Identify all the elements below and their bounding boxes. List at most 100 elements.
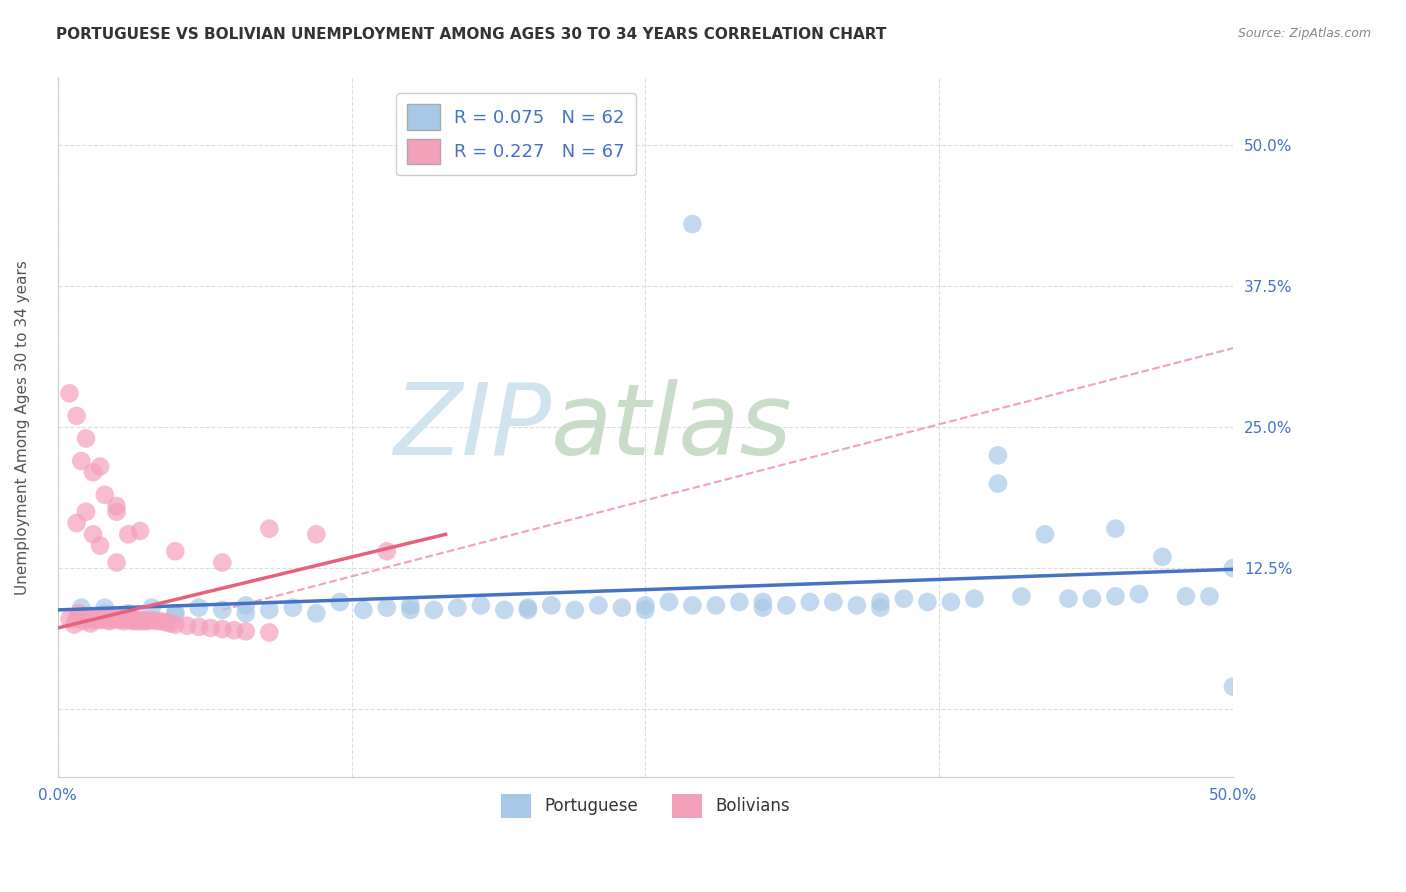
Point [89, 459, 111, 474]
Point [75, 432, 97, 446]
Point [211, 603, 233, 617]
Point [1152, 549, 1174, 564]
Point [105, 612, 128, 626]
Point [1081, 591, 1104, 606]
Y-axis label: Unemployment Among Ages 30 to 34 years: Unemployment Among Ages 30 to 34 years [15, 260, 30, 595]
Text: PORTUGUESE VS BOLIVIAN UNEMPLOYMENT AMONG AGES 30 TO 34 YEARS CORRELATION CHART: PORTUGUESE VS BOLIVIAN UNEMPLOYMENT AMON… [56, 27, 887, 42]
Point [917, 595, 939, 609]
Point [94, 607, 117, 621]
Point [84, 612, 107, 626]
Point [110, 612, 132, 626]
Point [98, 614, 121, 628]
Point [634, 599, 657, 613]
Point [112, 614, 135, 628]
Point [1104, 522, 1126, 536]
Point [96, 613, 118, 627]
Point [65, 612, 87, 626]
Point [134, 613, 156, 627]
Point [79, 616, 101, 631]
Text: atlas: atlas [551, 378, 793, 475]
Point [564, 603, 586, 617]
Point [70, 600, 93, 615]
Point [939, 595, 962, 609]
Point [399, 599, 422, 613]
Point [845, 599, 868, 613]
Point [329, 595, 352, 609]
Point [200, 621, 222, 635]
Point [869, 595, 891, 609]
Point [1128, 587, 1150, 601]
Point [187, 620, 209, 634]
Point [305, 527, 328, 541]
Point [516, 603, 538, 617]
Point [124, 613, 146, 627]
Point [281, 600, 304, 615]
Point [120, 612, 142, 626]
Point [704, 599, 727, 613]
Point [150, 614, 173, 628]
Point [82, 465, 104, 479]
Point [87, 611, 110, 625]
Point [1222, 561, 1244, 575]
Point [65, 516, 87, 530]
Point [129, 524, 152, 538]
Point [259, 522, 281, 536]
Point [446, 600, 468, 615]
Point [752, 600, 775, 615]
Point [65, 409, 87, 423]
Point [89, 539, 111, 553]
Point [235, 599, 257, 613]
Point [105, 505, 128, 519]
Point [728, 595, 751, 609]
Point [1198, 590, 1220, 604]
Legend: Portuguese, Bolivians: Portuguese, Bolivians [495, 788, 796, 824]
Point [63, 617, 86, 632]
Point [211, 622, 233, 636]
Point [103, 609, 125, 624]
Point [122, 614, 145, 628]
Point [101, 612, 124, 626]
Text: ZIP: ZIP [394, 378, 551, 475]
Point [352, 603, 374, 617]
Point [305, 607, 328, 621]
Point [869, 600, 891, 615]
Point [235, 607, 257, 621]
Point [94, 609, 117, 624]
Point [131, 614, 153, 628]
Point [799, 595, 821, 609]
Text: Source: ZipAtlas.com: Source: ZipAtlas.com [1237, 27, 1371, 40]
Point [108, 613, 131, 627]
Point [117, 527, 139, 541]
Point [58, 612, 80, 626]
Point [70, 454, 93, 468]
Point [634, 603, 657, 617]
Point [1033, 527, 1056, 541]
Point [91, 612, 114, 626]
Point [540, 599, 562, 613]
Point [987, 476, 1010, 491]
Point [259, 625, 281, 640]
Point [1222, 680, 1244, 694]
Point [89, 613, 111, 627]
Point [1175, 590, 1198, 604]
Point [658, 595, 681, 609]
Point [681, 217, 703, 231]
Point [222, 624, 245, 638]
Point [893, 591, 915, 606]
Point [82, 527, 104, 541]
Point [67, 607, 90, 621]
Point [423, 603, 446, 617]
Point [127, 614, 149, 628]
Point [145, 614, 167, 628]
Point [159, 616, 181, 631]
Point [77, 609, 100, 624]
Point [72, 614, 94, 628]
Point [963, 591, 986, 606]
Point [752, 595, 775, 609]
Point [375, 544, 398, 558]
Point [105, 556, 128, 570]
Point [58, 386, 80, 401]
Point [588, 599, 610, 613]
Point [94, 488, 117, 502]
Point [136, 614, 159, 628]
